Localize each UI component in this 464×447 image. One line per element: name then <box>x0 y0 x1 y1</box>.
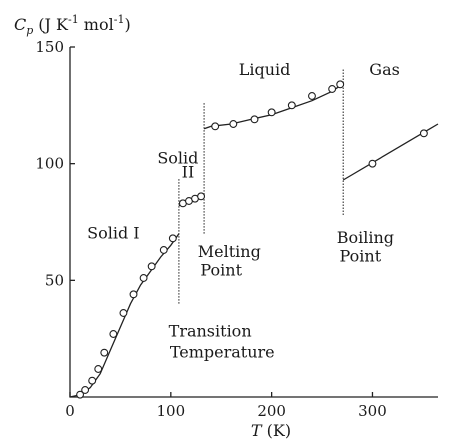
x-tick-label: 100 <box>157 402 186 420</box>
phase-transition-lines <box>178 68 344 304</box>
data-point <box>368 159 377 168</box>
y-axis-label: Cp (J K-1 mol-1) <box>14 13 131 37</box>
phase-annotation: Point <box>340 247 382 266</box>
x-tick-label: 300 <box>358 402 387 420</box>
y-axis-label-sub: p <box>26 24 33 37</box>
data-point <box>287 101 296 110</box>
data-point <box>419 129 428 138</box>
x-tick-label: 0 <box>65 402 75 420</box>
y-axis-label-unit: (J K <box>38 15 69 34</box>
data-point <box>336 80 345 89</box>
data-point <box>267 108 276 117</box>
y-axis-label-close: ) <box>124 15 130 34</box>
data-point <box>159 246 168 254</box>
phase-annotation: Point <box>200 261 242 280</box>
y-tick-label: 150 <box>35 38 64 56</box>
y-axis-label-exp1: -1 <box>68 13 79 26</box>
data-point <box>129 290 138 299</box>
data-point <box>81 386 90 394</box>
y-tick-label: 50 <box>45 271 64 289</box>
data-point <box>211 122 220 131</box>
phase-annotation: Boiling <box>337 228 394 247</box>
y-axis-label-mid: mol <box>79 15 114 34</box>
x-axis-label-unit: (K) <box>262 421 292 440</box>
y-tick-label: 100 <box>35 155 64 173</box>
tick-labels: 0 100 200 300 50 100 150 <box>35 38 386 420</box>
y-axis-label-exp2: -1 <box>114 13 125 26</box>
data-point <box>328 85 337 93</box>
data-point <box>94 365 103 373</box>
data-point <box>168 234 177 243</box>
data-point <box>100 348 109 357</box>
data-point <box>250 115 259 124</box>
phase-annotation: Gas <box>369 60 400 79</box>
y-axis-label-var: C <box>14 15 26 34</box>
x-axis-label: T (K) <box>251 421 291 440</box>
phase-annotation: II <box>182 163 195 182</box>
phase-annotation: Transition <box>169 321 252 340</box>
data-point <box>229 120 238 128</box>
x-tick-label: 200 <box>257 402 286 420</box>
data-point <box>109 330 118 338</box>
phase-annotation: Solid <box>157 149 198 168</box>
x-axis-label-var: T <box>251 421 263 440</box>
data-point <box>197 192 206 201</box>
data-point <box>76 390 85 399</box>
phase-annotation: Solid I <box>87 223 139 242</box>
phase-annotation: Melting <box>198 242 261 261</box>
data-point <box>308 92 316 100</box>
data-points <box>76 80 428 399</box>
data-point <box>139 274 148 282</box>
data-point <box>88 376 97 385</box>
phase-annotation: Liquid <box>239 60 291 79</box>
data-point <box>119 309 128 317</box>
data-point <box>147 262 156 271</box>
fit-curve-segment <box>203 83 343 130</box>
phase-annotation: Temperature <box>170 342 275 361</box>
